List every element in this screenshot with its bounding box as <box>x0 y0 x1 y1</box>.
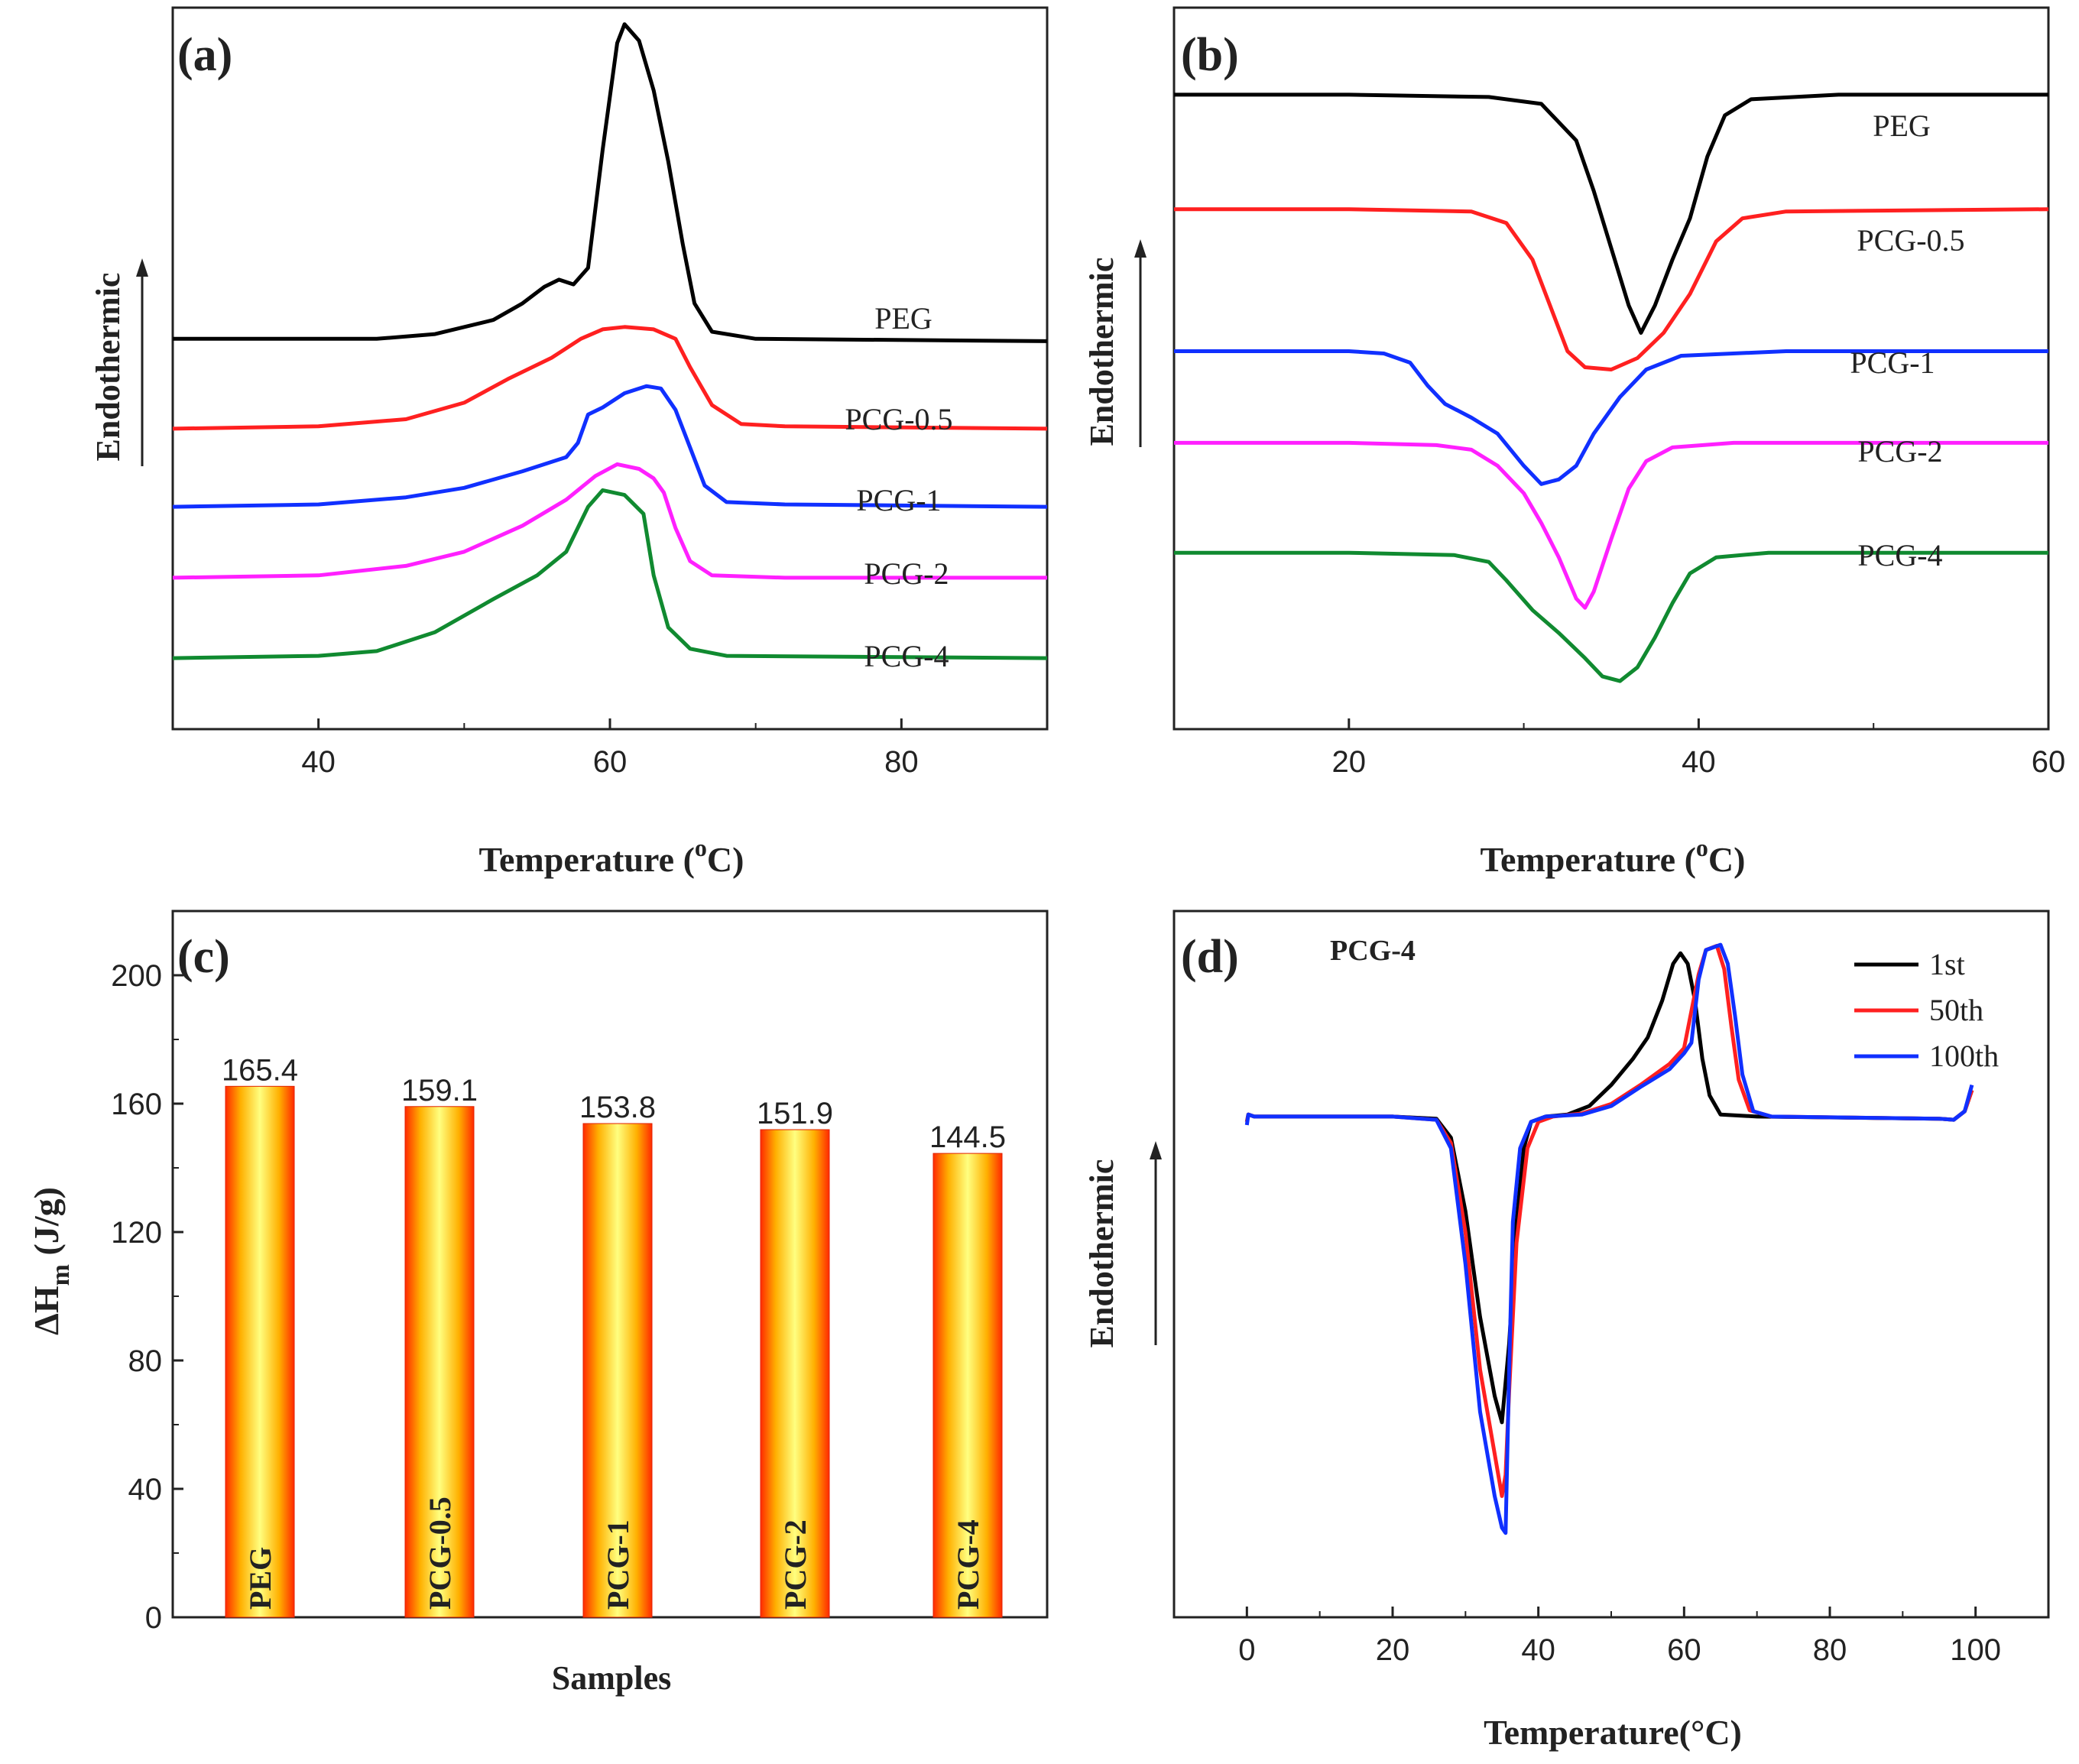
panel-c-value-label-pcg-0-5: 159.1 <box>401 1074 478 1107</box>
panel-a-x-axis-title: Temperature (oC) <box>479 834 744 879</box>
panel-b-curve-label-pcg-1: PCG-1 <box>1850 345 1935 380</box>
panel-a-x-tick-label: 80 <box>884 745 919 779</box>
panel-d-frame <box>1172 910 2050 1619</box>
panel-c-label: (c) <box>177 931 230 983</box>
panel-a-x-tick-label: 60 <box>593 745 628 779</box>
panel-c-value-label-peg: 165.4 <box>222 1053 298 1087</box>
panel-b-frame <box>1172 6 2050 731</box>
panel-c-bar-peg <box>225 1085 295 1618</box>
panel-b: (b) 20 40 60 PEG PCG-0.5 PCG-1 PCG-2 PCG-4 Tem… <box>1083 6 2066 879</box>
panel-d-curves <box>1244 942 1974 1535</box>
panel-c-category-label-pcg-4: PCG-4 <box>951 1519 985 1610</box>
panel-d-x-axis-title: Temperature(°C) <box>1484 1713 1742 1752</box>
panel-a-curve-peg <box>173 22 1048 343</box>
panel-c-y-tick-label: 200 <box>111 959 162 993</box>
panel-d-x-tick-label: 0 <box>1238 1633 1255 1667</box>
panel-c-y-tick-label: 0 <box>145 1601 162 1635</box>
panel-a-curve-label-pcg-1: PCG-1 <box>856 483 941 517</box>
panel-b-x-ticks: 20 40 60 <box>1173 718 2066 779</box>
panel-d-x-tick-label: 20 <box>1376 1633 1410 1667</box>
panel-a-y-axis-title: Endothermic <box>89 273 127 462</box>
panel-c-bar-pcg-4 <box>932 1153 1003 1618</box>
panel-b-curve-pcg-2 <box>1174 440 2048 610</box>
panel-c-bars: 165.4 PEG 159.1 PCG-0.5 153.8 PCG-1 151.9 PCG-2… <box>222 1053 1006 1618</box>
panel-b-y-arrow <box>1134 239 1147 447</box>
panel-c-value-label-pcg-2: 151.9 <box>757 1097 833 1130</box>
panel-c-bar-pcg-2 <box>760 1129 830 1618</box>
panel-c-x-axis-title: Samples <box>552 1659 671 1697</box>
panel-b-y-axis-title: Endothermic <box>1083 258 1121 446</box>
panel-d-legend: 1st 50th 100th <box>1854 947 1999 1073</box>
panel-b-x-tick-label: 60 <box>2032 745 2066 779</box>
panel-b-x-tick-label: 40 <box>1682 745 1716 779</box>
panel-c-y-ticks: 0 40 80 120 160 200 <box>111 959 183 1635</box>
panel-a-curve-label-peg: PEG <box>874 301 932 336</box>
panel-d-legend-label-100th: 100th <box>1929 1039 1999 1073</box>
panel-c-bar-pcg-0-5 <box>404 1106 475 1618</box>
panel-c-category-label-pcg-1: PCG-1 <box>601 1519 635 1610</box>
panel-a-curves <box>172 22 1048 660</box>
panel-a-curve-pcg-4 <box>172 488 1048 660</box>
panel-a-x-tick-label: 40 <box>301 745 336 779</box>
panel-a-curve-pcg-0-5 <box>172 325 1048 431</box>
panel-c-y-tick-label: 160 <box>111 1088 162 1121</box>
panel-a-curve-label-pcg-4: PCG-4 <box>864 639 949 673</box>
panel-d-y-axis-title: Endothermic <box>1083 1159 1121 1348</box>
panel-b-curve-pcg-4 <box>1174 550 2048 683</box>
panel-d-x-tick-label: 60 <box>1667 1633 1701 1667</box>
panel-a-x-ticks: 40 60 80 <box>172 718 1048 779</box>
panel-a: (a) 40 60 80 PEG PCG-0.5 PCG-1 PCG-2 PCG-4 Tem… <box>89 6 1049 879</box>
panel-b-curve-label-peg: PEG <box>1873 109 1931 143</box>
panel-b-curve-pcg-0-5 <box>1174 207 2049 371</box>
panel-d-curve-100th <box>1244 942 1974 1535</box>
panel-d-legend-label-50th: 50th <box>1929 993 1983 1027</box>
panel-b-curve-labels: PEG PCG-0.5 PCG-1 PCG-2 PCG-4 <box>1850 109 1964 572</box>
panel-c-category-label-pcg-2: PCG-2 <box>778 1519 812 1610</box>
panel-b-x-axis-title: Temperature (oC) <box>1481 834 1746 879</box>
panel-b-curve-peg <box>1174 92 2048 335</box>
panel-d-x-tick-label: 80 <box>1813 1633 1847 1667</box>
panel-c-value-label-pcg-1: 153.8 <box>579 1091 656 1124</box>
panel-d-sample-annotation: PCG-4 <box>1330 935 1416 967</box>
panel-b-curve-pcg-1 <box>1174 349 2048 486</box>
panel-d-x-ticks: 0 20 40 60 80 100 <box>1173 1607 2049 1667</box>
panel-a-curve-label-pcg-2: PCG-2 <box>864 556 949 591</box>
panel-d-y-arrow <box>1150 1141 1162 1345</box>
panel-c-y-tick-label: 80 <box>128 1344 163 1378</box>
panel-a-curve-pcg-2 <box>172 462 1047 580</box>
panel-c-category-label-peg: PEG <box>243 1547 277 1610</box>
panel-d-curve-1st <box>1244 951 1974 1425</box>
panel-d-curve-50th <box>1244 944 1974 1498</box>
panel-d-x-tick-label: 100 <box>1950 1633 2001 1667</box>
panel-d-legend-label-1st: 1st <box>1929 947 1965 981</box>
panel-c-category-label-pcg-0-5: PCG-0.5 <box>423 1496 457 1610</box>
panel-a-frame <box>171 6 1049 731</box>
panel-c-bar-pcg-1 <box>582 1123 653 1618</box>
panel-d-label: (d) <box>1181 931 1239 983</box>
panel-b-curve-label-pcg-4: PCG-4 <box>1857 538 1942 572</box>
panel-a-label: (a) <box>177 29 232 81</box>
panel-a-curve-pcg-1 <box>172 384 1048 509</box>
panel-b-curve-label-pcg-2: PCG-2 <box>1857 434 1942 469</box>
panel-c-y-tick-label: 40 <box>128 1473 163 1506</box>
panel-b-curve-label-pcg-0-5: PCG-0.5 <box>1857 223 1964 258</box>
panel-b-x-tick-label: 20 <box>1332 745 1367 779</box>
panel-d: (d) PCG-4 0 20 40 60 80 100 1st 50th 100th Temp… <box>1083 910 2050 1752</box>
panel-c-value-label-pcg-4: 144.5 <box>929 1120 1006 1154</box>
panel-a-curve-label-pcg-0-5: PCG-0.5 <box>845 402 952 436</box>
panel-b-curves <box>1174 92 2049 683</box>
panel-d-x-tick-label: 40 <box>1521 1633 1555 1667</box>
panel-a-curve-labels: PEG PCG-0.5 PCG-1 PCG-2 PCG-4 <box>845 301 952 673</box>
panel-c-y-axis-title: ΔHm (J/g) <box>27 1187 75 1335</box>
panel-c-y-tick-label: 120 <box>111 1216 162 1250</box>
panel-b-label: (b) <box>1181 29 1239 81</box>
panel-a-y-arrow <box>136 258 148 466</box>
